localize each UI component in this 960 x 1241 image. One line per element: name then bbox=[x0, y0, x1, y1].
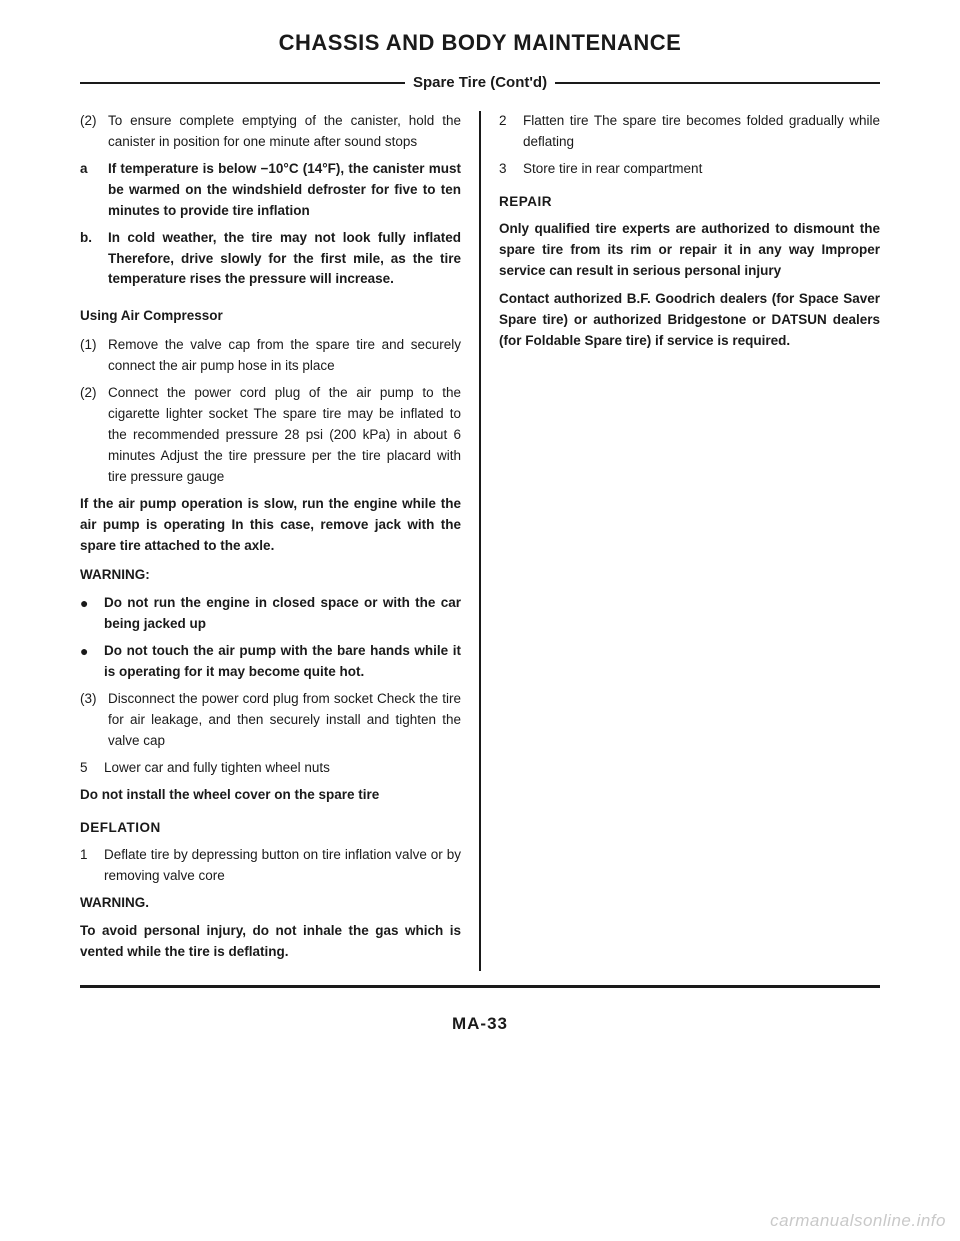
section-subtitle: Spare Tire (Cont'd) bbox=[405, 74, 555, 91]
list-item: 5 Lower car and fully tighten wheel nuts bbox=[80, 758, 461, 779]
item-label: b. bbox=[80, 228, 108, 291]
rule-left bbox=[80, 82, 405, 84]
item-label: (3) bbox=[80, 689, 108, 752]
item-label: (2) bbox=[80, 383, 108, 488]
item-text: In cold weather, the tire may not look f… bbox=[108, 228, 461, 291]
list-item: (3) Disconnect the power cord plug from … bbox=[80, 689, 461, 752]
warning-head: WARNING. bbox=[80, 893, 461, 914]
item-label: 3 bbox=[499, 159, 523, 180]
item-text: Flatten tire The spare tire becomes fold… bbox=[523, 111, 880, 153]
bullet-icon: ● bbox=[80, 593, 104, 635]
item-text: Remove the valve cap from the spare tire… bbox=[108, 335, 461, 377]
list-item: 1 Deflate tire by depressing button on t… bbox=[80, 845, 461, 887]
subsection-head: Using Air Compressor bbox=[80, 306, 461, 327]
bullet-text: Do not run the engine in closed space or… bbox=[104, 593, 461, 635]
item-label: a bbox=[80, 159, 108, 222]
paragraph: Only qualified tire experts are authoriz… bbox=[499, 219, 880, 282]
right-column: 2 Flatten tire The spare tire becomes fo… bbox=[481, 111, 880, 971]
list-item: b. In cold weather, the tire may not loo… bbox=[80, 228, 461, 291]
item-text: Deflate tire by depressing button on tir… bbox=[104, 845, 461, 887]
left-column: (2) To ensure complete emptying of the c… bbox=[80, 111, 479, 971]
bullet-item: ● Do not touch the air pump with the bar… bbox=[80, 641, 461, 683]
bullet-text: Do not touch the air pump with the bare … bbox=[104, 641, 461, 683]
warning-text: To avoid personal injury, do not inhale … bbox=[80, 921, 461, 963]
item-label: 5 bbox=[80, 758, 104, 779]
item-text: Disconnect the power cord plug from sock… bbox=[108, 689, 461, 752]
item-text: If temperature is below −10°C (14°F), th… bbox=[108, 159, 461, 222]
item-text: Connect the power cord plug of the air p… bbox=[108, 383, 461, 488]
list-item: (2) Connect the power cord plug of the a… bbox=[80, 383, 461, 488]
item-text: Store tire in rear compartment bbox=[523, 159, 880, 180]
list-item: (2) To ensure complete emptying of the c… bbox=[80, 111, 461, 153]
bullet-item: ● Do not run the engine in closed space … bbox=[80, 593, 461, 635]
item-label: 2 bbox=[499, 111, 523, 153]
page-title: CHASSIS AND BODY MAINTENANCE bbox=[80, 30, 880, 56]
rule-right bbox=[555, 82, 880, 84]
subsection-head: REPAIR bbox=[499, 192, 880, 213]
subtitle-row: Spare Tire (Cont'd) bbox=[80, 74, 880, 91]
watermark: carmanualsonline.info bbox=[770, 1211, 946, 1231]
list-item: (1) Remove the valve cap from the spare … bbox=[80, 335, 461, 377]
warning-head: WARNING: bbox=[80, 565, 461, 586]
list-item: 3 Store tire in rear compartment bbox=[499, 159, 880, 180]
list-item: 2 Flatten tire The spare tire becomes fo… bbox=[499, 111, 880, 153]
item-text: Lower car and fully tighten wheel nuts bbox=[104, 758, 461, 779]
page-number: MA-33 bbox=[80, 1014, 880, 1034]
bottom-rule bbox=[80, 985, 880, 988]
item-label: (2) bbox=[80, 111, 108, 153]
item-label: (1) bbox=[80, 335, 108, 377]
list-item: a If temperature is below −10°C (14°F), … bbox=[80, 159, 461, 222]
content-columns: (2) To ensure complete emptying of the c… bbox=[80, 111, 880, 971]
item-text: To ensure complete emptying of the canis… bbox=[108, 111, 461, 153]
paragraph: Contact authorized B.F. Goodrich dealers… bbox=[499, 289, 880, 352]
paragraph: Do not install the wheel cover on the sp… bbox=[80, 785, 461, 806]
item-label: 1 bbox=[80, 845, 104, 887]
bullet-icon: ● bbox=[80, 641, 104, 683]
paragraph: If the air pump operation is slow, run t… bbox=[80, 494, 461, 557]
subsection-head: DEFLATION bbox=[80, 818, 461, 839]
